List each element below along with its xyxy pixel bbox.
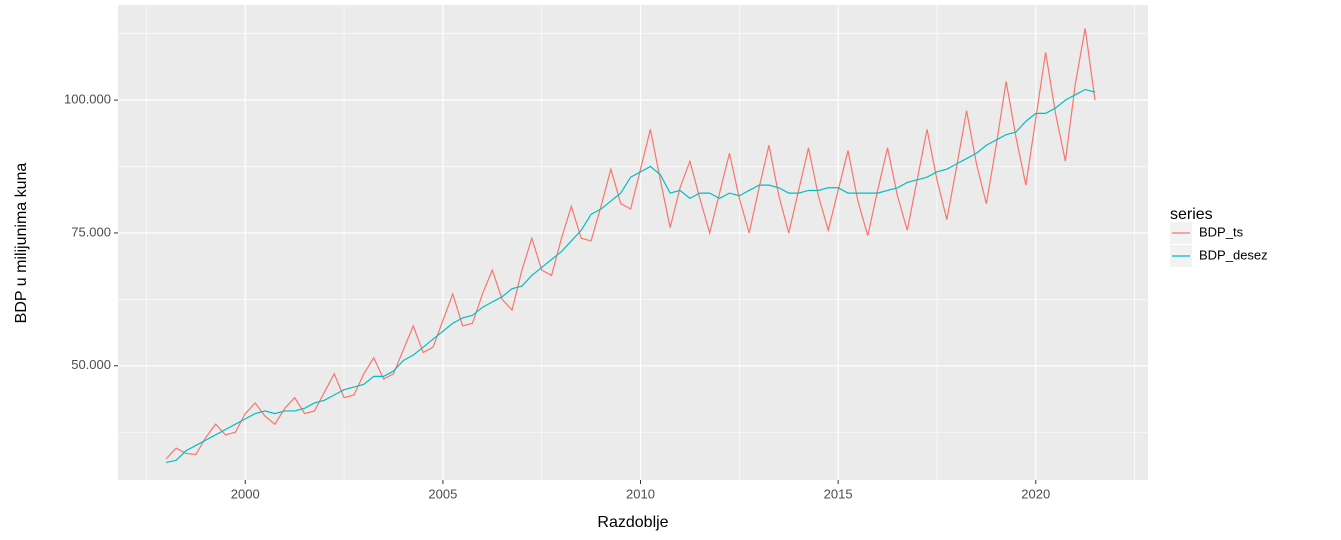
x-tick-label: 2010: [626, 486, 655, 501]
x-axis-title: Razdoblje: [597, 514, 668, 531]
y-tick-label: 50.000: [71, 357, 111, 372]
series-line: [166, 88, 1096, 464]
y-tick-label: 75.000: [71, 224, 111, 239]
lines: [165, 28, 1096, 464]
legend: BDP_ts BDP_desez: [1170, 222, 1268, 267]
x-tick-label: 2015: [824, 486, 853, 501]
legend-title: series: [1170, 206, 1213, 223]
panel: [118, 5, 1148, 480]
legend-label: BDP_ts: [1199, 224, 1244, 239]
y-tick-label: 100.000: [64, 92, 111, 107]
legend-label: BDP_desez: [1199, 247, 1268, 262]
x-tick-label: 2005: [428, 486, 457, 501]
grid: [114, 5, 1148, 484]
x-tick-label: 2020: [1021, 486, 1050, 501]
series-line: [165, 28, 1096, 460]
y-axis-title: BDP u milijunima kuna: [13, 163, 30, 324]
x-tick-label: 2000: [231, 486, 260, 501]
